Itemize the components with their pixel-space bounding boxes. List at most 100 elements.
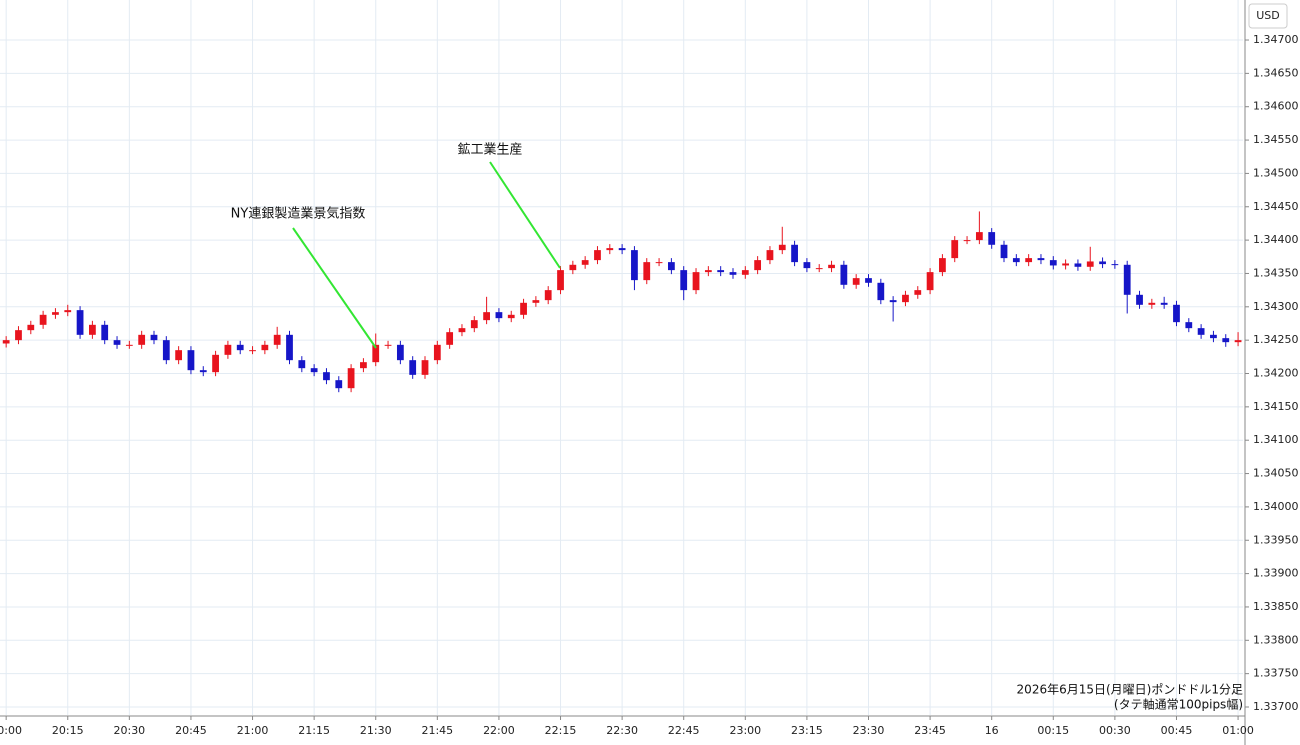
candle-body xyxy=(1025,258,1033,263)
candle-body xyxy=(1037,258,1045,261)
candle-body xyxy=(39,314,47,325)
y-tick-label: 1.34300 xyxy=(1253,300,1299,313)
caption: (タテ軸通常100pips幅) xyxy=(1114,697,1243,712)
annotation: NY連銀製造業景気指数 xyxy=(231,206,366,222)
candle-body xyxy=(15,330,22,341)
candle-body xyxy=(1148,302,1156,305)
candle-body xyxy=(212,354,219,373)
candle-body xyxy=(532,300,540,303)
y-tick-label: 1.33900 xyxy=(1253,567,1299,580)
candle-body xyxy=(840,264,848,285)
candle-body xyxy=(125,344,133,346)
annotation-line xyxy=(292,227,377,349)
candle-body xyxy=(323,372,330,381)
y-tick-label: 1.34650 xyxy=(1253,66,1299,79)
candle-body xyxy=(741,270,749,275)
candle-body xyxy=(360,362,367,369)
candle-body xyxy=(483,312,490,321)
x-tick-label: 00:15 xyxy=(1037,724,1069,737)
x-tick-label: 23:15 xyxy=(791,724,823,737)
candle-body xyxy=(902,294,909,303)
x-tick-label: 21:45 xyxy=(421,724,453,737)
candle-body xyxy=(199,370,207,373)
candle-body xyxy=(150,334,158,341)
candle-body xyxy=(1197,328,1205,335)
candle-body xyxy=(1062,263,1069,266)
candle-body xyxy=(1000,244,1008,259)
candle-body xyxy=(1173,304,1180,323)
y-tick-label: 1.33800 xyxy=(1253,633,1299,646)
candle-body xyxy=(113,340,121,345)
candle-body xyxy=(926,272,934,291)
candle-body xyxy=(1160,302,1168,305)
candle-body xyxy=(89,324,96,335)
candle-body xyxy=(704,270,712,273)
candle-body xyxy=(791,244,798,263)
candle-body xyxy=(286,334,293,361)
y-tick-label: 1.33850 xyxy=(1253,600,1299,613)
candle-body xyxy=(347,368,355,389)
candle-body xyxy=(668,262,675,271)
candle-body xyxy=(187,350,195,371)
candle-body xyxy=(507,314,515,319)
y-tick-label: 1.34550 xyxy=(1253,133,1299,146)
candle-body xyxy=(914,290,922,295)
x-tick-label: 22:30 xyxy=(606,724,638,737)
x-tick-label: 20:15 xyxy=(52,724,84,737)
candle-body xyxy=(1185,322,1193,329)
candle-body xyxy=(64,310,72,313)
x-tick-label: 22:00 xyxy=(483,724,515,737)
candle-body xyxy=(495,312,503,319)
candle-body xyxy=(594,250,601,261)
candle-body xyxy=(729,272,737,275)
x-tick-label: 16 xyxy=(985,724,999,737)
candle-body xyxy=(433,344,441,361)
candle-body xyxy=(680,270,688,291)
y-tick-label: 1.33750 xyxy=(1253,667,1299,680)
candle-body xyxy=(975,232,983,241)
unit-box xyxy=(1248,3,1288,29)
candle-body xyxy=(1049,260,1057,266)
candle-body xyxy=(692,272,700,291)
candle-body xyxy=(815,268,823,270)
candle-body xyxy=(717,270,725,273)
candle-body xyxy=(581,260,589,265)
candle-body xyxy=(273,334,281,345)
candle-body xyxy=(643,262,651,281)
y-tick-label: 1.33950 xyxy=(1253,533,1299,546)
candle-body xyxy=(1074,263,1082,267)
candle-body xyxy=(1012,258,1020,263)
y-tick-label: 1.34400 xyxy=(1253,233,1299,246)
candle-body xyxy=(1210,334,1217,339)
candle-body xyxy=(261,344,269,351)
y-tick-label: 1.34100 xyxy=(1253,433,1299,446)
candle-body xyxy=(852,278,860,285)
candle-body xyxy=(606,248,614,251)
candle-body xyxy=(76,310,84,335)
candle-body xyxy=(446,332,454,345)
x-tick-label: 23:30 xyxy=(853,724,885,737)
candle-body xyxy=(224,344,232,355)
candle-body xyxy=(988,232,996,245)
y-tick-label: 1.34150 xyxy=(1253,400,1299,413)
candle-body xyxy=(889,300,897,303)
candle-body xyxy=(458,328,466,333)
candle-body xyxy=(569,264,577,271)
candle-body xyxy=(557,270,564,291)
candle-body xyxy=(828,264,835,269)
candles xyxy=(2,211,1242,393)
candle-body xyxy=(1086,261,1094,267)
x-tick-label: 20:30 xyxy=(113,724,145,737)
y-tick-label: 1.34000 xyxy=(1253,500,1299,513)
x-tick-label: 20:45 xyxy=(175,724,207,737)
x-tick-label: 00:45 xyxy=(1161,724,1193,737)
candle-body xyxy=(951,240,959,259)
candle-body xyxy=(162,340,170,361)
candle-body xyxy=(2,340,10,344)
candle-body xyxy=(865,278,872,283)
candle-body xyxy=(1234,340,1242,343)
annotation: 鉱工業生産 xyxy=(457,142,522,158)
candle-body xyxy=(963,240,971,242)
